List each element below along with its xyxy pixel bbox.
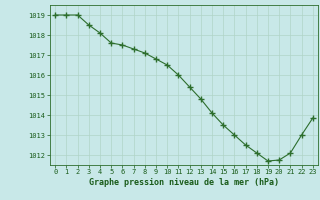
X-axis label: Graphe pression niveau de la mer (hPa): Graphe pression niveau de la mer (hPa) xyxy=(89,178,279,187)
